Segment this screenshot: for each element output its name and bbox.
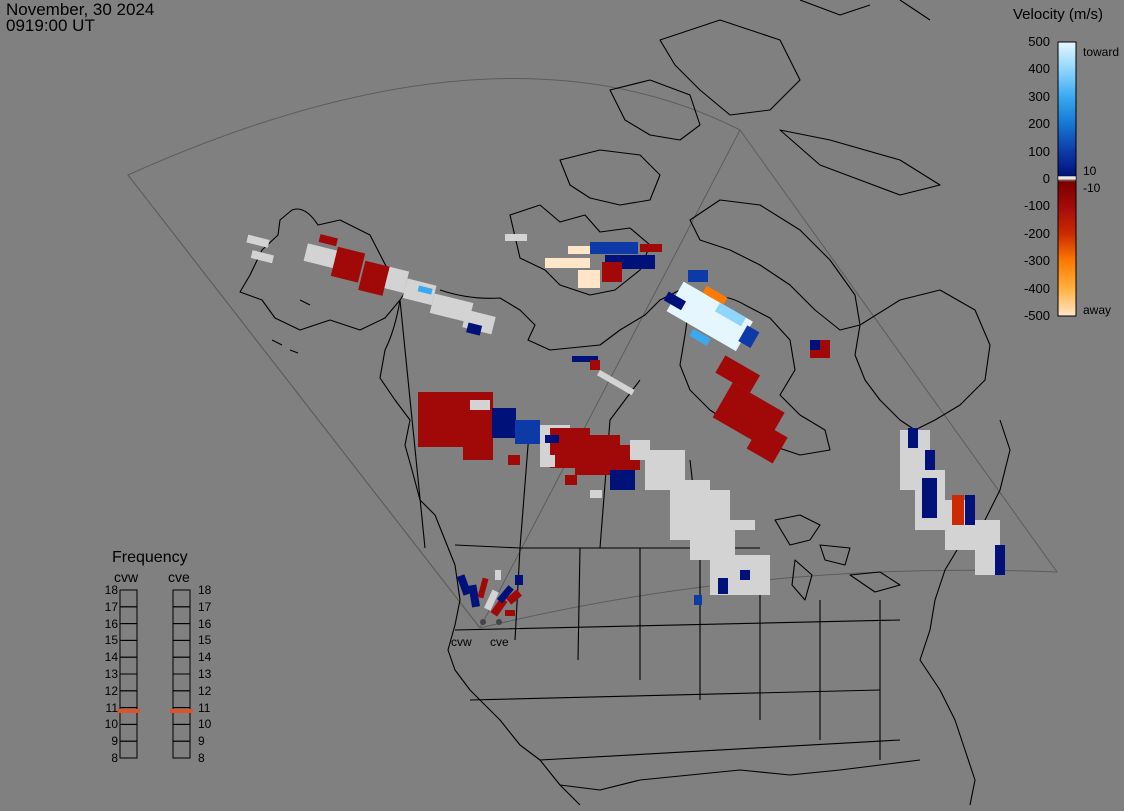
frequency-bars [117, 589, 193, 759]
frequency-scale-left: 13 [104, 667, 118, 681]
colorbar-tick-label: -200 [1023, 225, 1050, 241]
frequency-cell-cve [172, 673, 191, 692]
colorbar-tick-label: 400 [1028, 61, 1050, 77]
frequency-scale-left: 18 [104, 583, 118, 597]
radar-site-label-cve: cve [490, 635, 509, 649]
frequency-scale-right: 9 [198, 734, 205, 749]
echo-near-radar [456, 570, 523, 617]
frequency-cell-cve [172, 606, 191, 625]
frequency-scale-right: 11 [198, 700, 211, 715]
radar-site-cvw [480, 619, 486, 625]
timestamp: November, 30 2024 0919:00 UT [6, 0, 155, 35]
fov-outlines [127, 77, 1059, 629]
frequency-cell-cvw [119, 690, 138, 709]
frequency-cell-cvw [119, 639, 138, 658]
plus10-label: 10 [1083, 164, 1097, 178]
colorbar-tick-label: -500 [1023, 308, 1050, 323]
frequency-scale-right: 8 [198, 751, 205, 765]
colorbar-tick-label: 200 [1028, 116, 1050, 132]
frequency-cell-cve [172, 656, 191, 675]
frequency-cell-cvw [119, 740, 138, 759]
frequency-scale-left: 16 [104, 616, 118, 631]
colorbar-zero-band [1057, 175, 1077, 181]
toward-label: toward [1083, 45, 1120, 59]
frequency-scale-left: 12 [104, 683, 118, 698]
radar-label-cvw-column: cvw [114, 569, 139, 585]
colorbar-title: Velocity (m/s) [1013, 6, 1104, 23]
minus10-label: -10 [1083, 181, 1101, 195]
frequency-marker-cve [170, 708, 193, 713]
frequency-scale-right: 10 [198, 717, 212, 732]
away-label: away [1083, 303, 1112, 317]
frequency-scale-right: 16 [198, 616, 212, 631]
echo-band-east [900, 428, 1005, 575]
frequency-cell-cve [172, 740, 191, 759]
frequency-scale-right: 15 [198, 633, 212, 648]
frequency-cell-cvw [119, 589, 138, 608]
colorbar-tick-label: -100 [1023, 198, 1050, 214]
echo-band-alaska [246, 234, 496, 336]
colorbar-tick-label: 300 [1028, 88, 1050, 104]
coastlines [239, 0, 1011, 806]
frequency-cell-cve [172, 639, 191, 658]
frequency-cell-cve [172, 623, 191, 641]
frequency-cell-cve [172, 589, 191, 608]
frequency-cell-cvw [119, 723, 138, 742]
frequency-scale-left: 17 [104, 599, 118, 614]
frequency-scale-left: 14 [104, 650, 118, 665]
frequency-cell-cve [172, 690, 191, 709]
colorbar-tick-label: -300 [1023, 253, 1050, 269]
frequency-cell-cvw [119, 606, 138, 625]
frequency-cell-cvw [119, 656, 138, 675]
frequency-scale-right: 17 [198, 599, 212, 614]
frequency-cell-cvw [119, 673, 138, 692]
colorbar-tick-label: 500 [1028, 34, 1050, 49]
frequency-marker-cvw [117, 708, 140, 713]
radar-label-cve-column: cve [168, 569, 190, 585]
echo-band-central [418, 392, 770, 605]
radar-site-label-cvw: cvw [451, 635, 472, 649]
frequency-title: Frequency [112, 549, 188, 566]
colorbar-tick-label: 0 [1042, 171, 1050, 186]
colorbar-tick-label: -400 [1023, 280, 1050, 296]
frequency-scale-left: 8 [111, 751, 118, 765]
frequency-scale-left: 10 [104, 717, 118, 732]
frequency-scale-left: 9 [111, 734, 118, 749]
frequency-cell-cve [172, 723, 191, 742]
frequency-scale-left: 11 [105, 700, 118, 715]
frequency-scale-left: 15 [104, 633, 118, 648]
frequency-scale-right: 13 [198, 667, 212, 681]
time-label: 0919:00 UT [6, 16, 95, 35]
frequency-scale-right: 12 [198, 683, 212, 698]
radar-echoes [246, 234, 1005, 617]
date-label: November, 30 2024 [6, 0, 155, 19]
frequency-scale-right: 14 [198, 650, 212, 665]
radar-site-cve [496, 619, 502, 625]
colorbar-tick-label: 100 [1028, 143, 1050, 159]
frequency-scale-right: 18 [198, 583, 212, 597]
frequency-cell-cvw [119, 623, 138, 641]
